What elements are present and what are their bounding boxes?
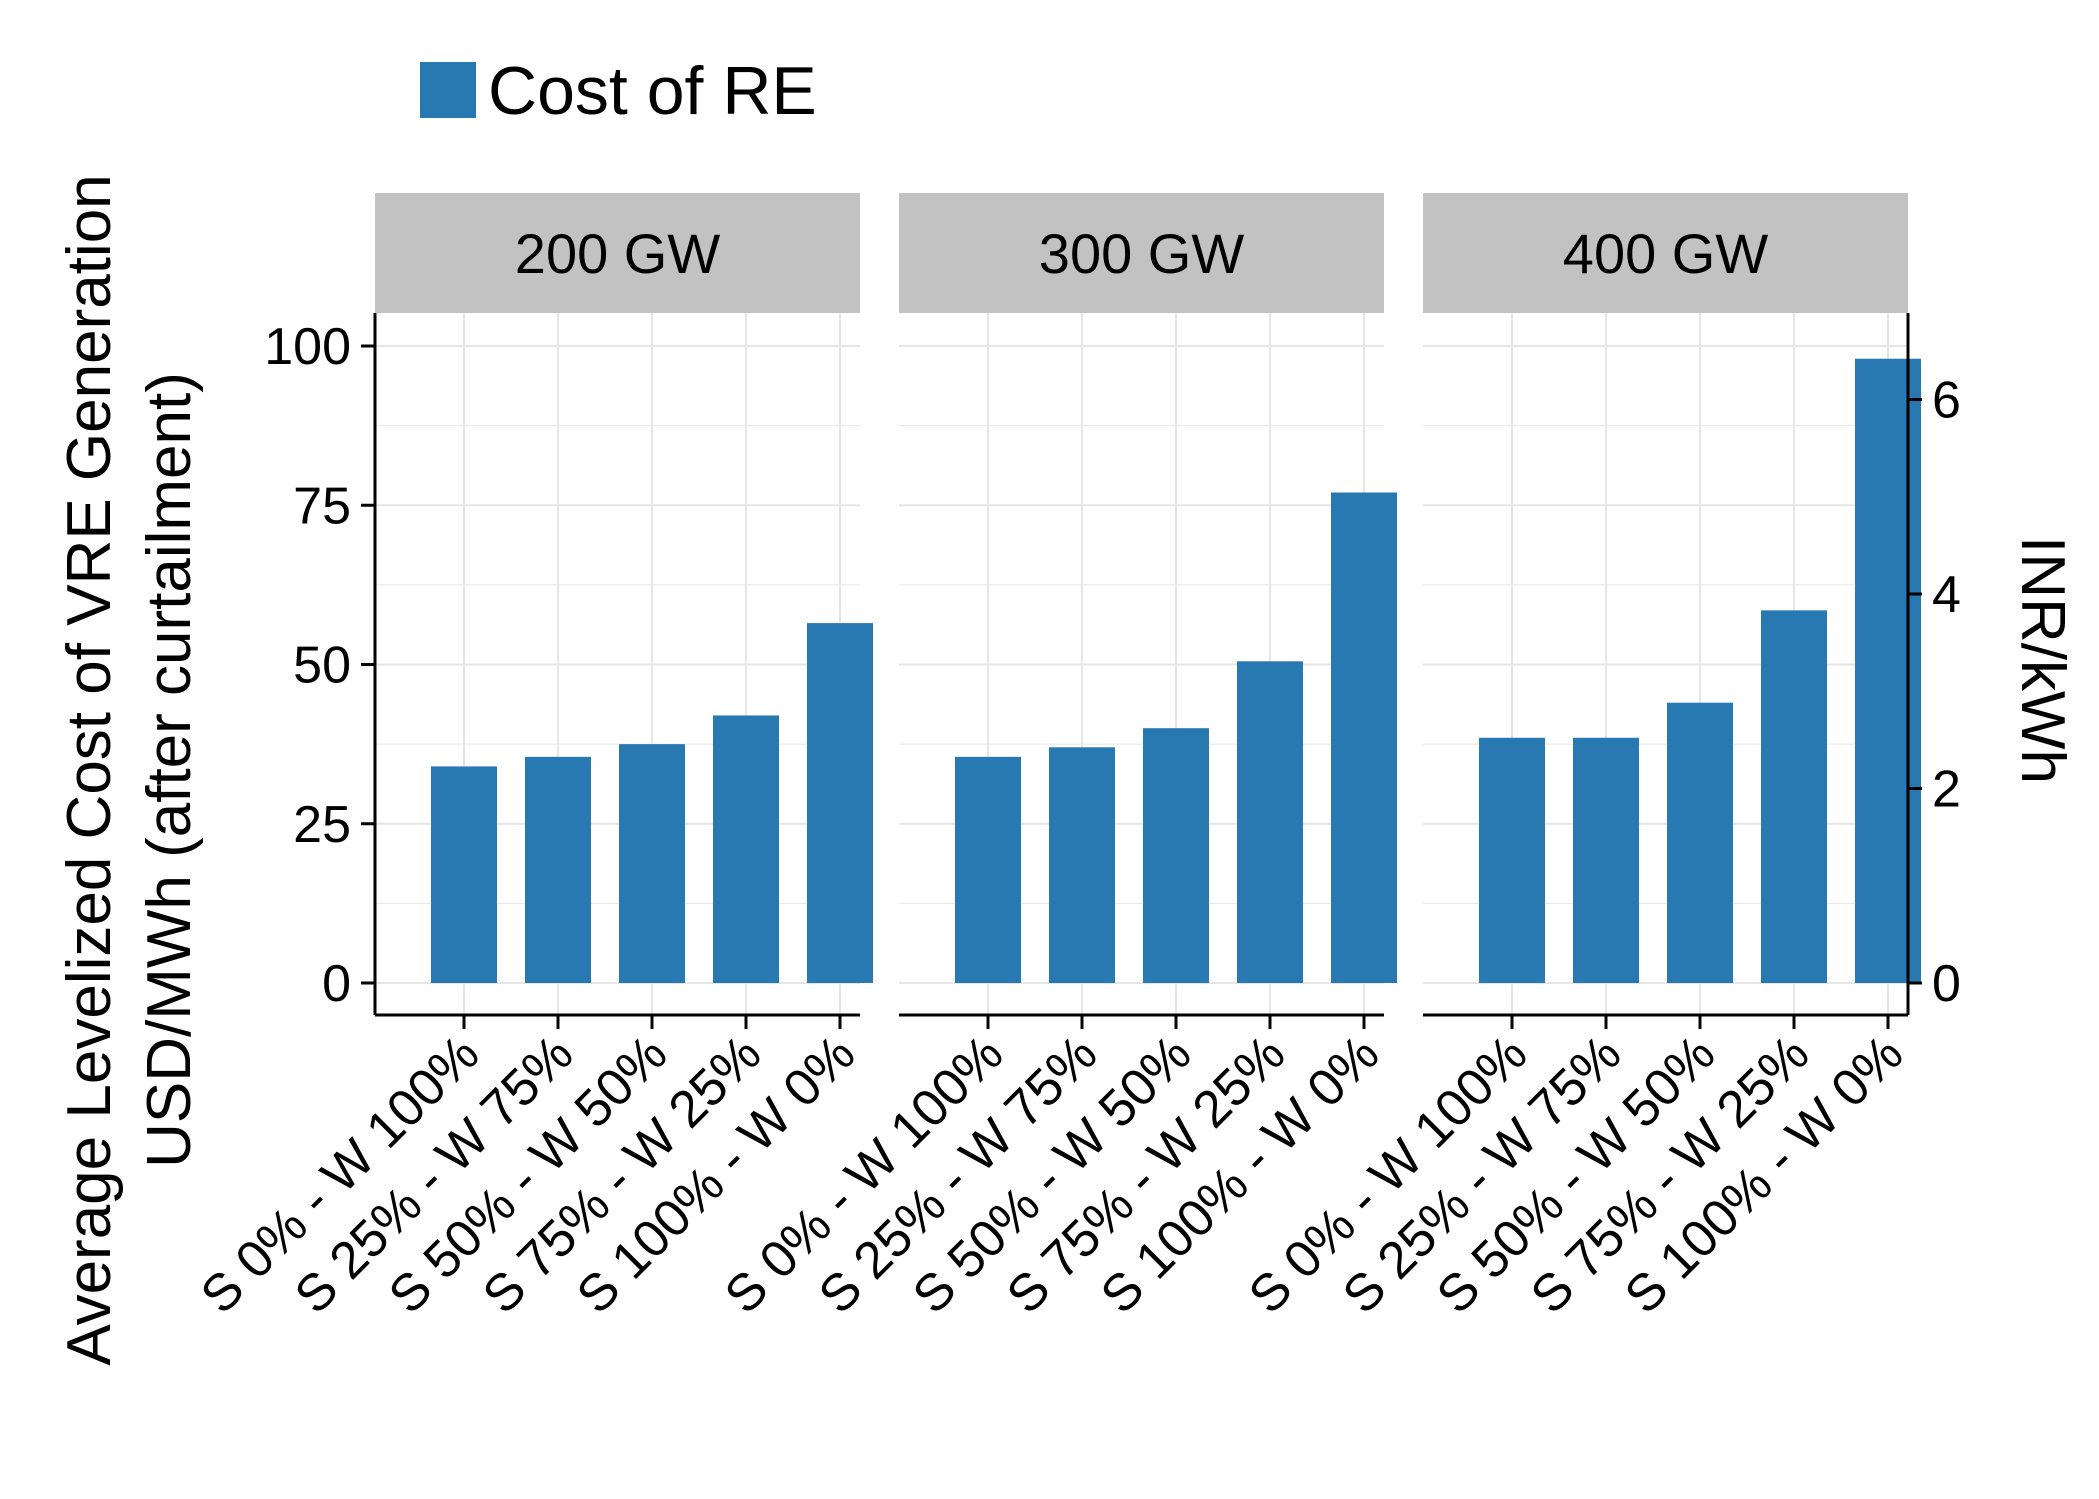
bar — [1761, 610, 1827, 983]
facet-panel: 400 GWS 0% - W 100%S 25% - W 75%S 50% - … — [1238, 193, 1921, 1325]
bar — [955, 756, 1021, 983]
legend-label: Cost of RE — [488, 53, 817, 129]
bar — [1479, 737, 1545, 983]
y-axis-title: Average Levelized Cost of VRE Generation… — [55, 174, 204, 1365]
y-axis: 0 25 50 75 100 — [264, 318, 375, 1013]
bar — [807, 623, 873, 983]
facet-label: 300 GW — [1039, 222, 1245, 285]
bar — [1667, 702, 1733, 983]
legend-swatch — [420, 62, 476, 118]
y-axis-title-line-1: Average Levelized Cost of VRE Generation — [55, 174, 124, 1365]
y2-axis-title: INR/kWh — [2008, 536, 2077, 784]
y2-tick-label: 6 — [1932, 371, 1961, 429]
y-axis-title-line-2: USD/MWh (after curtailment) — [135, 372, 204, 1168]
y2-axis: 0 2 4 6 — [1908, 371, 1961, 1013]
facet-label: 200 GW — [515, 222, 721, 285]
bar — [1573, 737, 1639, 983]
y-tick-label: 0 — [322, 955, 351, 1013]
y-tick-label: 75 — [293, 477, 351, 535]
y-tick-label: 50 — [293, 637, 351, 695]
bar — [1855, 358, 1921, 983]
legend: Cost of RE — [420, 53, 817, 129]
facet-panels: 200 GWS 0% - W 100%S 25% - W 75%S 50% - … — [190, 193, 1921, 1325]
y2-tick-label: 2 — [1932, 760, 1961, 818]
facet-strip — [375, 193, 860, 313]
bar — [431, 766, 497, 983]
y2-tick-label: 4 — [1932, 566, 1961, 624]
bar — [525, 756, 591, 983]
bar — [1049, 747, 1115, 983]
facet-strip — [1423, 193, 1908, 313]
bar — [1237, 661, 1303, 983]
bar — [619, 744, 685, 983]
y2-tick-label: 0 — [1932, 955, 1961, 1013]
facet-label: 400 GW — [1563, 222, 1769, 285]
bar — [1331, 492, 1397, 983]
y-tick-label: 100 — [264, 318, 351, 376]
facet-strip — [899, 193, 1384, 313]
bar — [1143, 728, 1209, 983]
bar — [713, 715, 779, 983]
y-tick-label: 25 — [293, 796, 351, 854]
